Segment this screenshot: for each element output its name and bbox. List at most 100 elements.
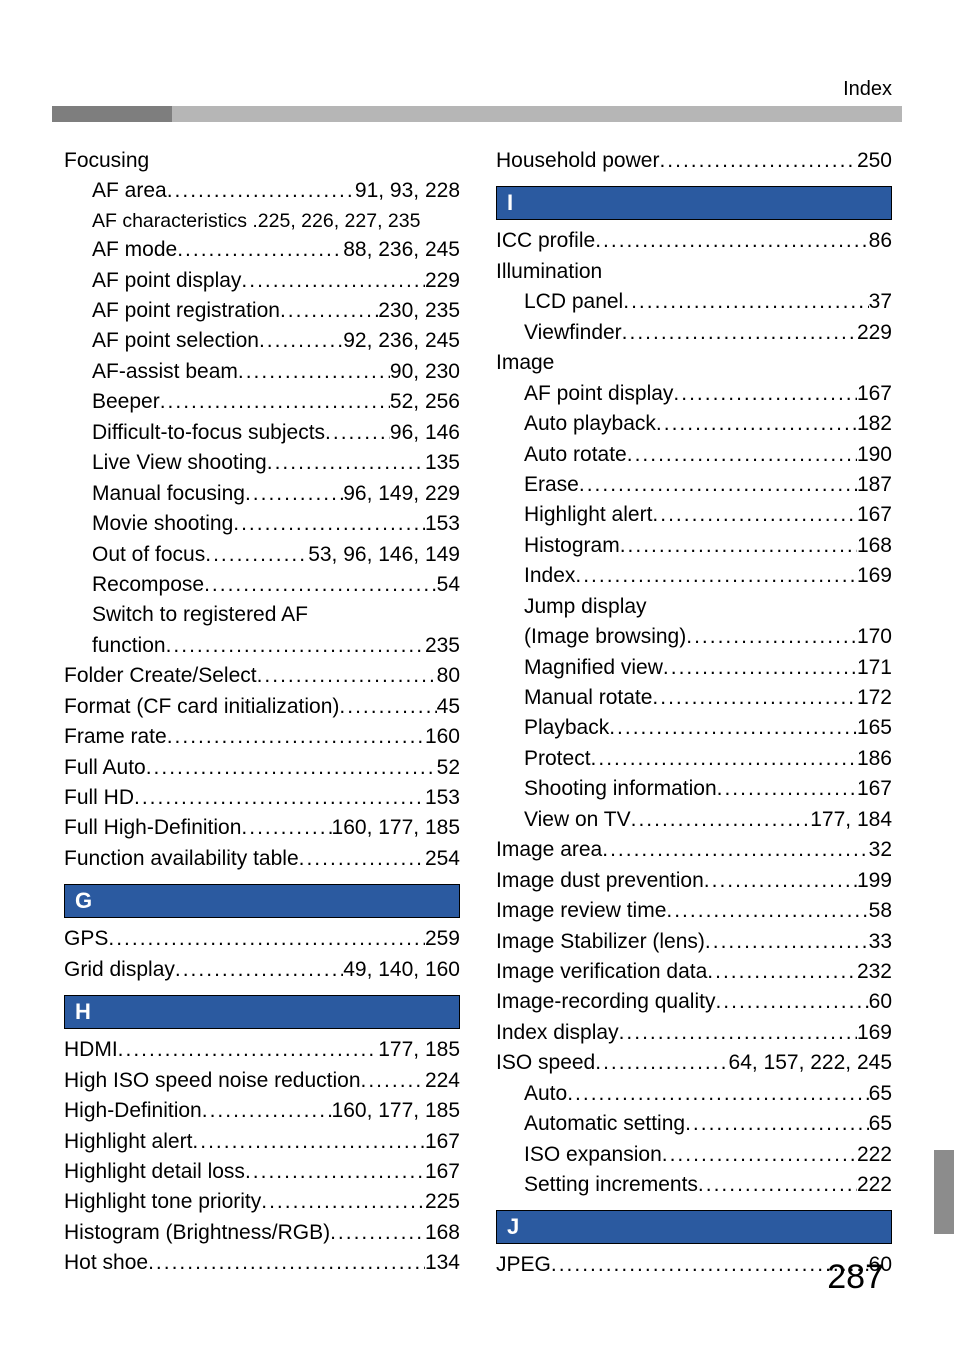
leader-dots bbox=[148, 1248, 425, 1278]
entry-pages: 182 bbox=[857, 409, 892, 439]
entry-label: Folder Create/Select bbox=[64, 661, 257, 691]
leader-dots bbox=[339, 692, 436, 722]
index-subentry: Recompose54 bbox=[64, 570, 460, 600]
index-subentry: Difficult-to-focus subjects96, 146 bbox=[64, 418, 460, 448]
entry-label: Highlight alert bbox=[64, 1127, 192, 1157]
section-head-g: G bbox=[64, 884, 460, 918]
entry-pages: 168 bbox=[425, 1218, 460, 1248]
leader-dots bbox=[241, 266, 425, 296]
index-subentry-line2: (Image browsing)170 bbox=[496, 622, 892, 652]
index-subentry: Highlight alert167 bbox=[496, 500, 892, 530]
entry-pages: 229 bbox=[857, 318, 892, 348]
entry-label: Highlight tone priority bbox=[64, 1187, 261, 1217]
index-subentry: LCD panel37 bbox=[496, 287, 892, 317]
index-entry: Highlight tone priority 225 bbox=[64, 1187, 460, 1217]
index-subentry: Out of focus53, 96, 146, 149 bbox=[64, 540, 460, 570]
index-entry: Image review time58 bbox=[496, 896, 892, 926]
index-subentry: AF characteristics .225, 226, 227, 235 bbox=[64, 207, 460, 235]
entry-pages: 190 bbox=[857, 440, 892, 470]
entry-pages: 224 bbox=[425, 1066, 460, 1096]
entry-label: Recompose bbox=[92, 570, 204, 600]
leader-dots bbox=[118, 1035, 379, 1065]
entry-label: Hot shoe bbox=[64, 1248, 148, 1278]
heading-label: Image bbox=[496, 348, 554, 378]
leader-dots bbox=[579, 470, 857, 500]
leader-dots bbox=[299, 844, 425, 874]
entry-label: Image verification data bbox=[496, 957, 707, 987]
header-bar bbox=[52, 106, 902, 122]
index-subentry: Index169 bbox=[496, 561, 892, 591]
leader-dots bbox=[267, 448, 425, 478]
entry-pages: 169 bbox=[857, 561, 892, 591]
index-entry: Full High-Definition160, 177, 185 bbox=[64, 813, 460, 843]
entry-label: AF point display bbox=[92, 266, 241, 296]
entry-pages: 229 bbox=[425, 266, 460, 296]
entry-label: Function availability table bbox=[64, 844, 299, 874]
index-subentry: View on TV177, 184 bbox=[496, 805, 892, 835]
index-entry: Image Stabilizer (lens)33 bbox=[496, 927, 892, 957]
leader-dots bbox=[167, 176, 355, 206]
leader-dots bbox=[686, 622, 857, 652]
index-subentry: AF point display 229 bbox=[64, 266, 460, 296]
index-subentry: Auto65 bbox=[496, 1079, 892, 1109]
leader-dots bbox=[656, 409, 857, 439]
heading-label: Illumination bbox=[496, 257, 602, 287]
leader-dots bbox=[707, 957, 857, 987]
entry-label: Highlight alert bbox=[524, 500, 652, 530]
entry-label: AF point selection bbox=[92, 326, 259, 356]
index-entry: Grid display49, 140, 160 bbox=[64, 955, 460, 985]
entry-pages: 52 bbox=[437, 753, 460, 783]
image-heading: Image bbox=[496, 348, 892, 378]
leader-dots bbox=[280, 296, 378, 326]
entry-pages: 60 bbox=[869, 987, 892, 1017]
entry-label: Manual focusing bbox=[92, 479, 245, 509]
header-label: Index bbox=[843, 78, 892, 101]
index-subentry: Viewfinder229 bbox=[496, 318, 892, 348]
entry-pages: 88, 236, 245 bbox=[343, 235, 460, 265]
index-subentry: Live View shooting135 bbox=[64, 448, 460, 478]
leader-dots bbox=[202, 1096, 332, 1126]
index-subentry: ISO expansion222 bbox=[496, 1140, 892, 1170]
entry-pages: 32 bbox=[869, 835, 892, 865]
leader-dots bbox=[261, 1187, 425, 1217]
entry-label: Jump display bbox=[524, 592, 647, 622]
entry-label: LCD panel bbox=[524, 287, 623, 317]
entry-pages: 199 bbox=[857, 866, 892, 896]
entry-pages: 64, 157, 222, 245 bbox=[729, 1048, 892, 1078]
leader-dots bbox=[330, 1218, 425, 1248]
entry-pages: 230, 235 bbox=[378, 296, 460, 326]
index-entry: Frame rate160 bbox=[64, 722, 460, 752]
leader-dots bbox=[108, 924, 425, 954]
entry-label: GPS bbox=[64, 924, 108, 954]
leader-dots bbox=[705, 927, 869, 957]
index-subentry: AF-assist beam90, 230 bbox=[64, 357, 460, 387]
index-subentry: Shooting information167 bbox=[496, 774, 892, 804]
leader-dots bbox=[245, 479, 343, 509]
entry-pages: 160, 177, 185 bbox=[332, 1096, 460, 1126]
entry-pages: 168 bbox=[857, 531, 892, 561]
leader-dots bbox=[673, 379, 857, 409]
entry-label: Playback bbox=[524, 713, 609, 743]
side-tab bbox=[934, 1150, 954, 1234]
leader-dots bbox=[609, 713, 857, 743]
entry-label: Auto rotate bbox=[524, 440, 627, 470]
entry-label: High ISO speed noise reduction bbox=[64, 1066, 361, 1096]
entry-pages: 225 bbox=[425, 1187, 460, 1217]
leader-dots bbox=[591, 744, 857, 774]
entry-label: Format (CF card initialization) bbox=[64, 692, 339, 722]
entry-label: AF point registration bbox=[92, 296, 280, 326]
index-entry: Function availability table254 bbox=[64, 844, 460, 874]
entry-pages: 186 bbox=[857, 744, 892, 774]
entry-label: AF characteristics bbox=[92, 207, 247, 235]
index-entry: Highlight alert167 bbox=[64, 1127, 460, 1157]
entry-pages: 167 bbox=[425, 1157, 460, 1187]
section-head-i: I bbox=[496, 186, 892, 220]
entry-pages: 86 bbox=[869, 226, 892, 256]
entry-pages: 169 bbox=[857, 1018, 892, 1048]
entry-label: Full High-Definition bbox=[64, 813, 241, 843]
entry-pages: 33 bbox=[869, 927, 892, 957]
index-entry: Index display169 bbox=[496, 1018, 892, 1048]
entry-label: Beeper bbox=[92, 387, 160, 417]
entry-label: Auto playback bbox=[524, 409, 656, 439]
index-subentry: Playback165 bbox=[496, 713, 892, 743]
